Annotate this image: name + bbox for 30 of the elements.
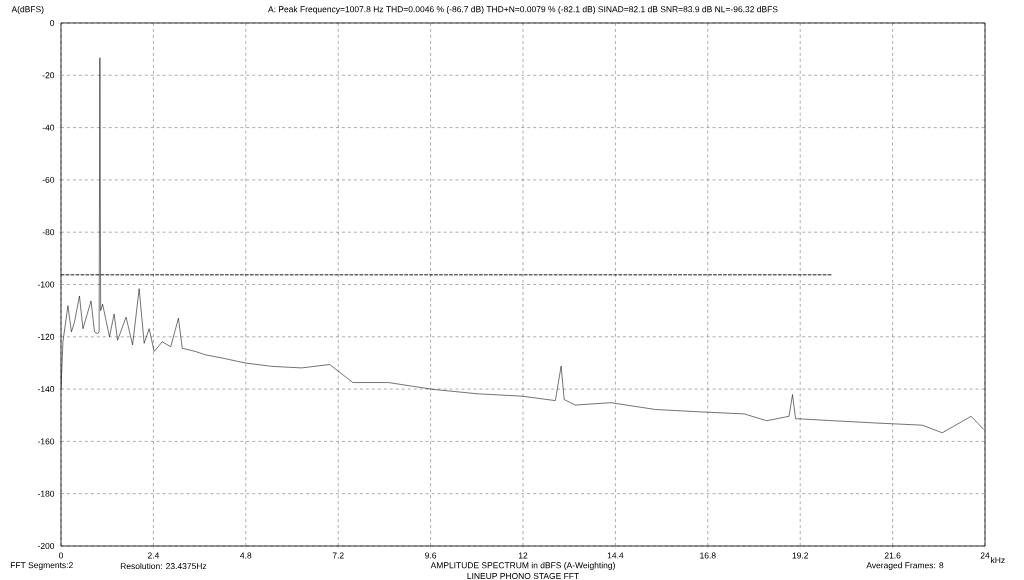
x-tick-label: 2.4 [147, 552, 160, 559]
x-tick-label: 4.8 [240, 552, 252, 559]
y-tick-label: -140 [37, 386, 55, 393]
y-tick-label: -180 [37, 490, 55, 497]
text: LINEUP PHONO STAGE FFT [467, 573, 579, 579]
y-tick-label: -120 [37, 333, 55, 340]
text: FFT Segments:2 [10, 562, 73, 570]
x-tick-label: 16.8 [700, 552, 716, 559]
x-tick-label: 24 [980, 552, 990, 559]
x-tick-label: 0 [58, 552, 64, 559]
x-tick-label: 9.6 [425, 552, 437, 559]
y-tick-label: -100 [37, 281, 55, 288]
y-tick-label: -160 [37, 438, 55, 445]
text: AMPLITUDE SPECTRUM in dBFS (A-Weighting) [430, 562, 615, 570]
x-tick-label: 14.4 [607, 552, 624, 559]
y-tick-label: -200 [37, 543, 55, 549]
text: Averaged Frames: 8 [866, 562, 944, 570]
text: Resolution: 23.4375Hz [120, 562, 207, 570]
y-tick-label: -80 [42, 229, 55, 236]
x-axis-title: kHz [991, 556, 1005, 564]
chart-title: A: Peak Frequency=1007.8 Hz THD=0.0046 % (-86.7 dB) THD+N=0.0079 % (-82.1 dB) SINAD=82.1 dB SNR=83.9 dB NL=-96.32 dBFS [268, 6, 778, 14]
x-tick-label: 7.2 [332, 552, 344, 559]
x-tick-label: 21.6 [884, 552, 901, 559]
x-tick-label: 19.2 [792, 552, 809, 559]
y-tick-label: -60 [42, 176, 55, 183]
x-tick-label: 12 [518, 552, 528, 559]
y-tick-label: 0 [50, 20, 55, 26]
y-tick-label: -20 [42, 72, 55, 79]
y-axis-title: A(dBFS) [11, 6, 44, 14]
y-tick-label: -40 [42, 124, 55, 131]
